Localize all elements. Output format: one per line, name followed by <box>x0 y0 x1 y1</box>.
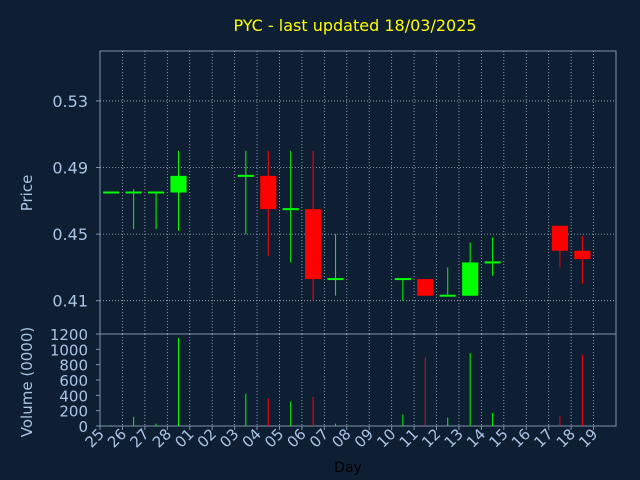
volume-tick-label: 1200 <box>50 326 88 344</box>
volume-tick-label: 1000 <box>50 341 88 359</box>
price-tick-label: 0.41 <box>52 292 88 311</box>
volume-tick-label: 400 <box>59 387 88 405</box>
price-tick-label: 0.49 <box>52 159 88 178</box>
volume-tick-label: 800 <box>59 357 88 375</box>
chart-title: PYC - last updated 18/03/2025 <box>233 16 476 35</box>
candle-body <box>170 175 187 193</box>
volume-axis-label: Volume (0000) <box>18 327 36 437</box>
candle-body <box>260 175 277 210</box>
candle-body <box>417 279 434 296</box>
candle-body <box>394 278 411 281</box>
x-tick-label: 19 <box>575 425 601 451</box>
x-axis: 2526272801020304050607080910111213141516… <box>82 425 602 451</box>
volume-tick-label: 200 <box>59 403 88 421</box>
candle-body <box>439 294 456 297</box>
x-axis-label: Day <box>334 460 362 476</box>
candle-body <box>574 250 591 260</box>
price-axis-label: Price <box>18 175 36 212</box>
volume-panel-frame <box>99 333 617 427</box>
price-tick-label: 0.45 <box>52 225 88 244</box>
candle-body <box>125 191 142 194</box>
candle-body <box>551 225 568 251</box>
price-panel: 0.41 0.45 0.49 0.53 <box>52 50 617 335</box>
volume-tick-label: 0 <box>78 418 88 436</box>
volume-tick-label: 600 <box>59 372 88 390</box>
price-tick-label: 0.53 <box>52 92 88 111</box>
candle-body <box>462 262 479 296</box>
candle-body <box>484 261 501 264</box>
candle-body <box>237 174 254 177</box>
candle-body <box>148 191 165 194</box>
candle-body <box>103 191 120 194</box>
candle-body <box>327 278 344 281</box>
candle-body <box>305 209 322 280</box>
candle-body <box>282 208 299 211</box>
